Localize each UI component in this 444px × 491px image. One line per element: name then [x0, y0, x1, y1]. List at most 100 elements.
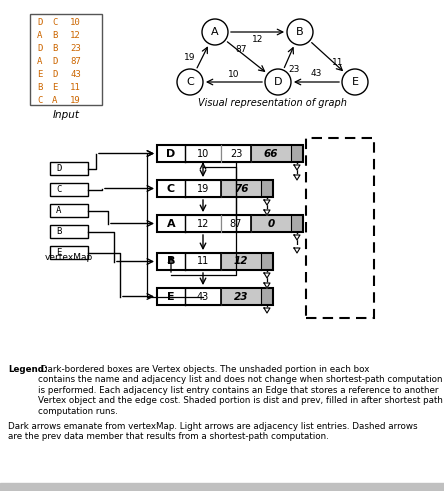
Text: 11: 11	[70, 83, 81, 92]
Bar	[221, 215, 251, 232]
Bar	[291, 145, 303, 162]
Bar	[251, 145, 291, 162]
Text: B: B	[52, 31, 57, 40]
Text: 19: 19	[70, 96, 81, 106]
Text: Input: Input	[52, 110, 79, 120]
Bar	[185, 253, 221, 270]
Text: D: D	[52, 57, 57, 66]
Text: C: C	[37, 96, 42, 106]
Text: 19: 19	[197, 184, 209, 193]
Text: B: B	[37, 83, 42, 92]
Bar	[157, 288, 273, 305]
Bar	[50, 204, 88, 217]
Polygon shape	[294, 165, 300, 170]
Text: 43: 43	[311, 69, 322, 78]
Text: 10: 10	[197, 148, 209, 159]
Text: 10: 10	[70, 18, 81, 27]
Text: 23: 23	[288, 64, 300, 74]
Text: D: D	[56, 164, 61, 173]
Text: vertexMap: vertexMap	[45, 253, 93, 262]
Bar	[157, 145, 185, 162]
Text: E: E	[52, 83, 57, 92]
Text: 87: 87	[236, 45, 247, 54]
Bar	[50, 246, 88, 259]
Text: A: A	[52, 96, 57, 106]
Text: A: A	[166, 218, 175, 228]
Circle shape	[287, 19, 313, 45]
Polygon shape	[294, 175, 300, 180]
Circle shape	[342, 69, 368, 95]
Bar	[185, 215, 221, 232]
Text: D: D	[37, 18, 42, 27]
Bar	[30, 14, 102, 105]
Text: C: C	[52, 18, 57, 27]
Polygon shape	[264, 210, 270, 215]
Bar	[50, 162, 88, 175]
Text: A: A	[37, 57, 42, 66]
Circle shape	[177, 69, 203, 95]
Bar	[157, 145, 303, 162]
Bar	[157, 215, 303, 232]
Polygon shape	[264, 200, 270, 205]
Bar	[157, 215, 185, 232]
Polygon shape	[264, 283, 270, 288]
Text: 10: 10	[228, 70, 240, 79]
Bar	[221, 145, 251, 162]
Text: 12: 12	[70, 31, 81, 40]
Polygon shape	[294, 248, 300, 253]
Text: 11: 11	[332, 57, 343, 66]
Polygon shape	[294, 235, 300, 240]
Text: E: E	[56, 248, 61, 257]
Bar	[157, 253, 273, 270]
Bar	[261, 180, 273, 197]
Bar	[185, 145, 221, 162]
Bar	[157, 253, 185, 270]
Text: 76: 76	[234, 184, 248, 193]
Circle shape	[265, 69, 291, 95]
Text: B: B	[52, 44, 57, 54]
Text: E: E	[167, 292, 175, 301]
Text: 23: 23	[70, 44, 81, 54]
Text: 12: 12	[234, 256, 248, 267]
Text: A: A	[211, 27, 219, 37]
Text: Dark arrows emanate from vertexMap. Light arrows are adjacency list entries. Das: Dark arrows emanate from vertexMap. Ligh…	[8, 422, 418, 441]
Bar	[50, 225, 88, 238]
Text: 23: 23	[230, 148, 242, 159]
Text: 11: 11	[197, 256, 209, 267]
Text: Dark-bordered boxes are Vertex objects. The unshaded portion in each box
contain: Dark-bordered boxes are Vertex objects. …	[38, 365, 443, 415]
Polygon shape	[264, 273, 270, 278]
Text: Visual representation of graph: Visual representation of graph	[198, 98, 346, 108]
Text: D: D	[52, 70, 57, 80]
Bar	[291, 215, 303, 232]
Text: C: C	[167, 184, 175, 193]
Text: E: E	[37, 70, 42, 80]
Text: A: A	[56, 206, 61, 215]
Bar	[261, 288, 273, 305]
Bar	[306, 138, 374, 318]
Text: B: B	[167, 256, 175, 267]
Text: 66: 66	[264, 148, 278, 159]
Bar	[157, 180, 185, 197]
Text: C: C	[186, 77, 194, 87]
Text: 12: 12	[252, 34, 263, 44]
Text: A: A	[37, 31, 42, 40]
Text: 43: 43	[70, 70, 81, 80]
Bar	[221, 253, 261, 270]
Bar	[221, 180, 261, 197]
Text: D: D	[166, 148, 176, 159]
Bar	[157, 180, 273, 197]
Bar	[50, 183, 88, 196]
Text: D: D	[37, 44, 42, 54]
Text: 19: 19	[184, 53, 195, 61]
Text: E: E	[352, 77, 358, 87]
Text: 87: 87	[230, 218, 242, 228]
Bar	[251, 215, 291, 232]
Circle shape	[202, 19, 228, 45]
Text: 43: 43	[197, 292, 209, 301]
Text: 0: 0	[267, 218, 275, 228]
Bar	[185, 180, 221, 197]
Bar	[261, 253, 273, 270]
Text: 12: 12	[197, 218, 209, 228]
Bar	[185, 288, 221, 305]
Text: C: C	[56, 185, 61, 194]
